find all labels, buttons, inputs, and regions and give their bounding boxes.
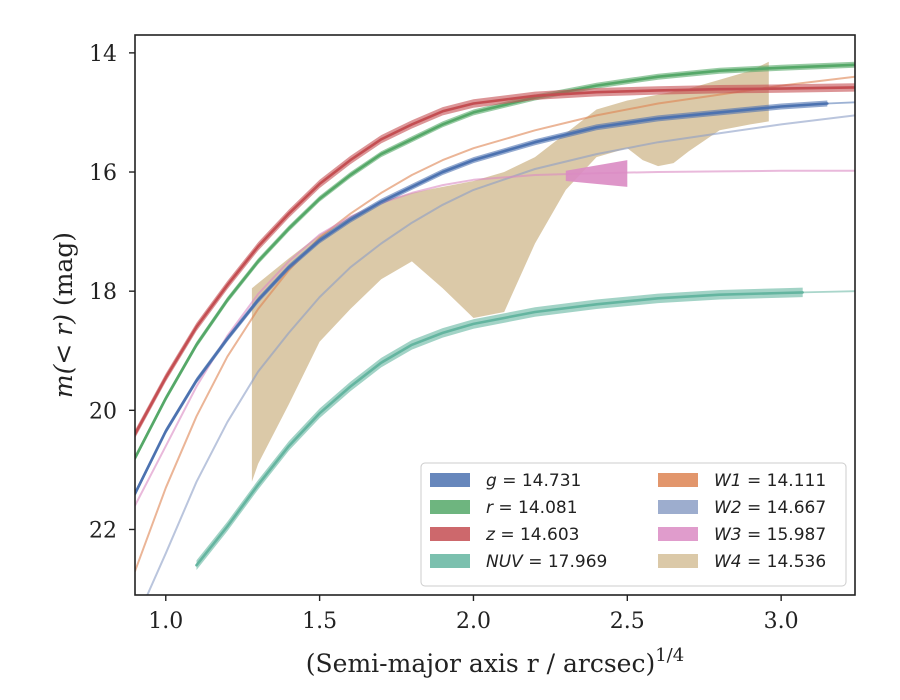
y-tick-label: 22 bbox=[89, 518, 117, 543]
legend-swatch bbox=[658, 500, 698, 514]
legend: g = 14.731 r = 14.081 z = 14.603 NUV = 17.9… bbox=[420, 462, 847, 587]
series-g-line bbox=[135, 102, 829, 495]
legend-swatch bbox=[430, 500, 470, 514]
legend-entry-r: r = 14.081 bbox=[430, 498, 578, 518]
x-tick-label: 2.5 bbox=[610, 609, 645, 634]
series-z-line bbox=[135, 86, 855, 436]
plot-area bbox=[135, 61, 855, 595]
series-nuv-line bbox=[195, 291, 804, 567]
legend-label: W1 = 14.111 bbox=[714, 471, 826, 491]
series-w4-area bbox=[251, 61, 769, 482]
y-tick-label: 16 bbox=[89, 161, 117, 186]
legend-label: W4 = 14.536 bbox=[714, 552, 826, 572]
legend-label: z = 14.603 bbox=[485, 525, 579, 545]
legend-entry-w1: W1 = 14.111 bbox=[658, 471, 826, 491]
legend-swatch bbox=[658, 554, 698, 568]
legend-entry-nuv: NUV = 17.969 bbox=[430, 552, 607, 572]
legend-swatch bbox=[658, 527, 698, 541]
legend-swatch bbox=[430, 473, 470, 487]
y-tick-label: 14 bbox=[89, 42, 117, 67]
legend-label: r = 14.081 bbox=[486, 498, 578, 518]
legend-label: g = 14.731 bbox=[486, 471, 581, 491]
legend-entry-w3: W3 = 15.987 bbox=[658, 525, 826, 545]
x-tick-label: 3.0 bbox=[764, 609, 799, 634]
y-tick-label: 18 bbox=[89, 280, 117, 305]
series-r-line bbox=[135, 63, 855, 460]
legend-entry-w4: W4 = 14.536 bbox=[658, 552, 826, 572]
x-tick-label: 1.5 bbox=[302, 609, 337, 634]
legend-entry-z: z = 14.603 bbox=[430, 525, 579, 545]
plot-layer bbox=[135, 61, 855, 595]
x-tick-label: 2.0 bbox=[456, 609, 491, 634]
series-g-extension bbox=[826, 101, 855, 105]
x-axis-label: (Semi-major axis r / arcsec)1/4 bbox=[306, 645, 684, 678]
series-w2-line bbox=[146, 114, 855, 595]
legend-box bbox=[420, 462, 847, 587]
axis-layer: 1.0 1.5 2.0 2.5 3.0 14 16 18 20 22 bbox=[89, 42, 799, 634]
legend-swatch bbox=[430, 554, 470, 568]
legend-swatch bbox=[658, 473, 698, 487]
series-nuv-extension bbox=[801, 290, 855, 294]
plot-frame bbox=[134, 34, 856, 596]
legend-entry-g: g = 14.731 bbox=[430, 471, 581, 491]
x-tick-label: 1.0 bbox=[148, 609, 183, 634]
legend-swatch bbox=[430, 527, 470, 541]
series-w3-segment bbox=[565, 160, 628, 187]
y-axis-label: m(< r) (mag) bbox=[49, 232, 78, 398]
legend-label: W3 = 15.987 bbox=[714, 525, 826, 545]
legend-label: W2 = 14.667 bbox=[714, 498, 826, 518]
series-w1-line bbox=[135, 75, 855, 573]
legend-entry-w2: W2 = 14.667 bbox=[658, 498, 826, 518]
legend-label: NUV = 17.969 bbox=[486, 552, 607, 572]
y-tick-label: 20 bbox=[89, 399, 117, 424]
